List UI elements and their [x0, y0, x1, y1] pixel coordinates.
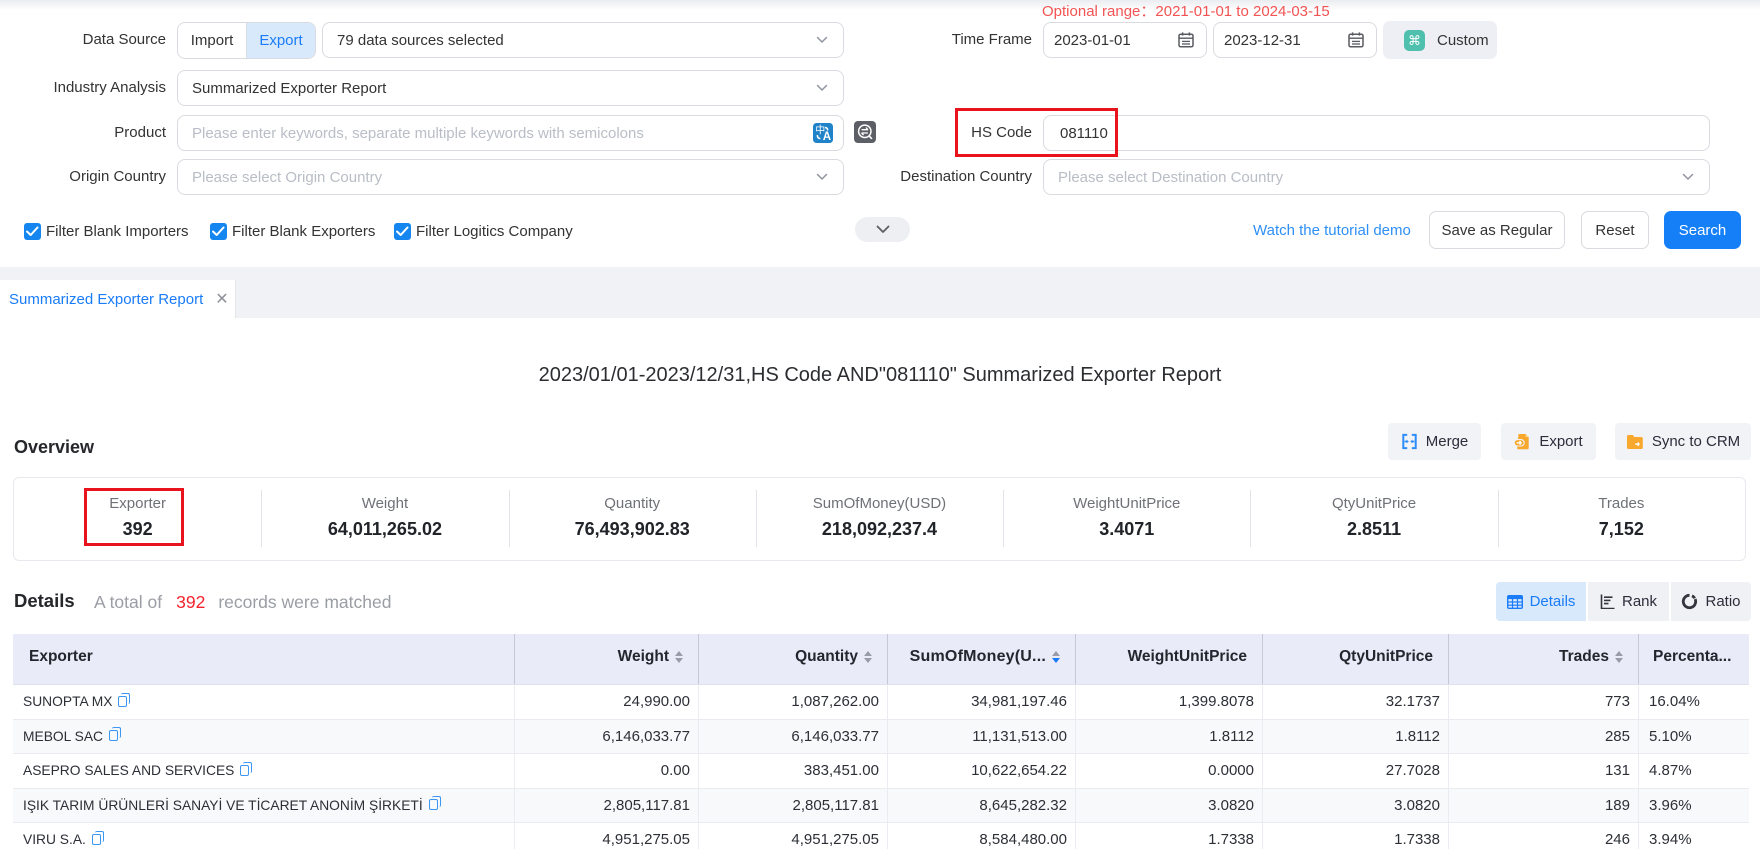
svg-text:中: 中 — [815, 124, 825, 137]
svg-text:A: A — [823, 131, 831, 143]
